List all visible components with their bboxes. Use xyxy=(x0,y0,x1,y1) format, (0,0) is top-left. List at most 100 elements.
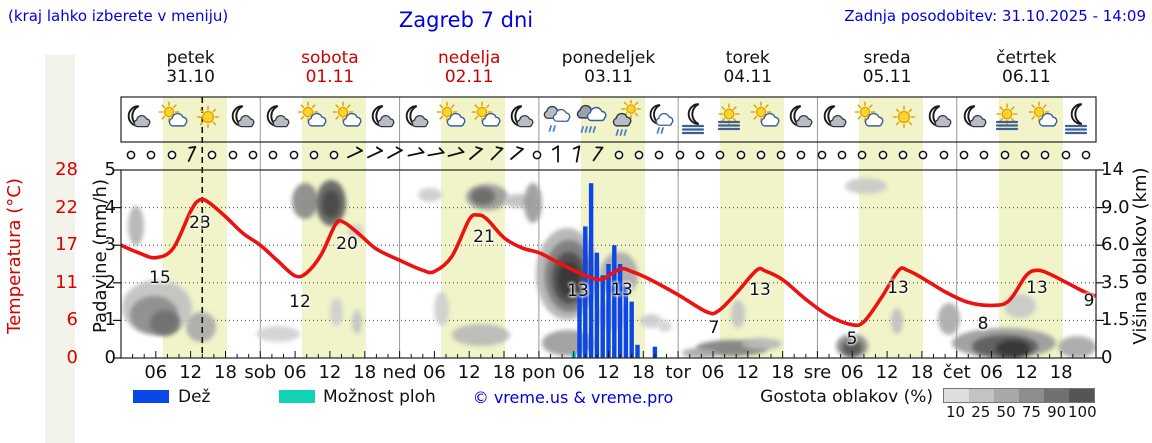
cloud-density-scale-label: 25 xyxy=(971,403,991,421)
wind-calm-icon xyxy=(123,146,139,162)
temp-tick-label: 22 xyxy=(55,196,78,218)
wind-barb-icon xyxy=(445,143,467,165)
day-header-petek: petek xyxy=(166,48,215,68)
weather-icon-moon-cloud xyxy=(260,100,295,140)
x-day-label: sre xyxy=(803,362,832,383)
wind-barb-icon xyxy=(468,145,485,162)
rain-legend-label: Dež xyxy=(178,387,211,407)
copyright: © vreme.us & vreme.pro xyxy=(472,388,674,407)
showers-legend-label: Možnost ploh xyxy=(323,387,436,407)
temperature-value-label: 13 xyxy=(567,281,589,301)
day-date: 06.11 xyxy=(1002,67,1051,87)
weather-icon-moon-rain xyxy=(643,100,678,140)
weather-icon-sun-cloud xyxy=(434,100,469,140)
wind-barb-icon xyxy=(567,143,589,165)
temperature-value-label: 13 xyxy=(1026,278,1048,298)
cloud-density-scale-label: 50 xyxy=(996,403,1016,421)
wind-calm-icon xyxy=(895,146,911,162)
temp-tick-label: 17 xyxy=(55,234,78,256)
left-axis-strip xyxy=(45,55,75,443)
day-date: 01.11 xyxy=(305,67,355,87)
wind-calm-icon xyxy=(915,146,931,162)
x-hour-label: 18 xyxy=(771,362,795,383)
temperature-value-label: 13 xyxy=(887,278,909,298)
cloud-density-scale-label: 10 xyxy=(945,403,966,421)
day-date: 03.11 xyxy=(584,67,633,87)
cloud-height-axis-title: Višina oblakov (km) xyxy=(1130,167,1151,345)
weather-icon-sun-cloud xyxy=(748,100,783,140)
precip-tick-label: 0 xyxy=(104,347,116,368)
cloud-height-tick-label: 1.5 xyxy=(1101,309,1130,331)
weather-icon-moon-cloud xyxy=(399,100,434,140)
day-header-sobota: sobota xyxy=(301,48,359,68)
wind-calm-icon xyxy=(753,146,769,162)
weather-icon-sun-cloud xyxy=(1026,100,1061,140)
wind-barb-icon xyxy=(404,143,426,165)
day-date: 31.10 xyxy=(166,67,215,87)
menu-hint: (kraj lahko izberete v meniju) xyxy=(8,7,229,25)
wind-calm-icon xyxy=(956,146,972,162)
cloud-density-scale-cell xyxy=(969,389,994,402)
day-date: 04.11 xyxy=(723,67,773,87)
temp-tick-label: 28 xyxy=(55,159,78,180)
wind-calm-icon xyxy=(793,146,809,162)
cloud-height-tick-label: 3.5 xyxy=(1101,271,1130,293)
wind-calm-icon xyxy=(997,146,1013,162)
wind-barb-icon xyxy=(344,144,365,165)
wind-calm-icon xyxy=(529,146,545,162)
precip-tick-label: 3 xyxy=(104,234,116,256)
cloud-height-tick-label: 14 xyxy=(1101,159,1124,180)
cloud-density-scale-cell xyxy=(1019,389,1044,402)
wind-calm-icon xyxy=(245,146,261,162)
wind-calm-icon xyxy=(1078,146,1094,162)
day-header-nedelja: nedelja xyxy=(438,48,501,68)
x-hour-label: 12 xyxy=(875,362,899,383)
weather-icon-sun xyxy=(191,100,226,140)
x-hour-label: 18 xyxy=(631,362,655,383)
wind-calm-icon xyxy=(225,146,241,162)
temperature-value-label: 15 xyxy=(149,268,171,288)
cloud-density-scale-cell xyxy=(944,389,969,402)
x-hour-label: 06 xyxy=(283,362,307,383)
x-hour-label: 06 xyxy=(840,362,864,383)
wind-calm-icon xyxy=(712,146,728,162)
day-header-sreda: sreda xyxy=(863,48,911,68)
wind-calm-icon xyxy=(1058,146,1074,162)
wind-calm-icon xyxy=(773,146,789,162)
cloud-density-scale-bar xyxy=(943,388,1095,403)
wind-calm-icon xyxy=(611,146,627,162)
wind-barb-icon xyxy=(182,144,203,165)
wind-calm-icon xyxy=(875,146,891,162)
weather-icon-moon-cloud xyxy=(121,100,156,140)
wind-calm-icon xyxy=(164,146,180,162)
rain-legend-swatch xyxy=(133,390,169,403)
temperature-value-label: 13 xyxy=(611,280,633,300)
weather-icon-sun-cloud xyxy=(295,100,330,140)
x-hour-label: 12 xyxy=(597,362,620,383)
temperature-value-label: 21 xyxy=(473,227,495,247)
wind-calm-icon xyxy=(936,146,952,162)
weather-icon-rain xyxy=(539,100,574,140)
wind-barb-icon xyxy=(589,145,608,164)
wind-barb-icon xyxy=(385,144,405,164)
temperature-value-label: 12 xyxy=(289,292,311,312)
weather-icon-sun-cloud xyxy=(156,100,191,140)
weather-icon-moon-cloud xyxy=(225,100,260,140)
x-day-label: sob xyxy=(244,362,277,383)
weather-icon-moon-cloud xyxy=(817,100,852,140)
day-date: 05.11 xyxy=(862,67,912,87)
x-hour-label: 12 xyxy=(457,362,481,383)
cloud-height-tick-label: 0 xyxy=(1101,347,1113,368)
wind-calm-icon xyxy=(692,146,708,162)
weather-icon-sun xyxy=(887,100,922,140)
weather-icon-sun-fog xyxy=(991,100,1026,140)
x-hour-label: 06 xyxy=(562,362,586,383)
day-header-ponedeljek: ponedeljek xyxy=(561,48,656,68)
x-day-label: pon xyxy=(521,362,556,383)
cloud-height-tick-label: 6.0 xyxy=(1101,234,1130,256)
weather-icon-moon-cloud xyxy=(504,100,539,140)
temperature-value-label: 13 xyxy=(749,280,771,300)
weather-icon-moon-fog xyxy=(1061,100,1096,140)
